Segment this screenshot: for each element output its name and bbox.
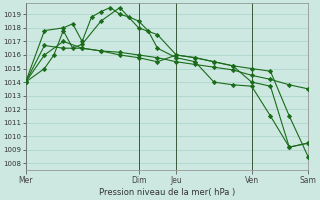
- X-axis label: Pression niveau de la mer( hPa ): Pression niveau de la mer( hPa ): [99, 188, 235, 197]
